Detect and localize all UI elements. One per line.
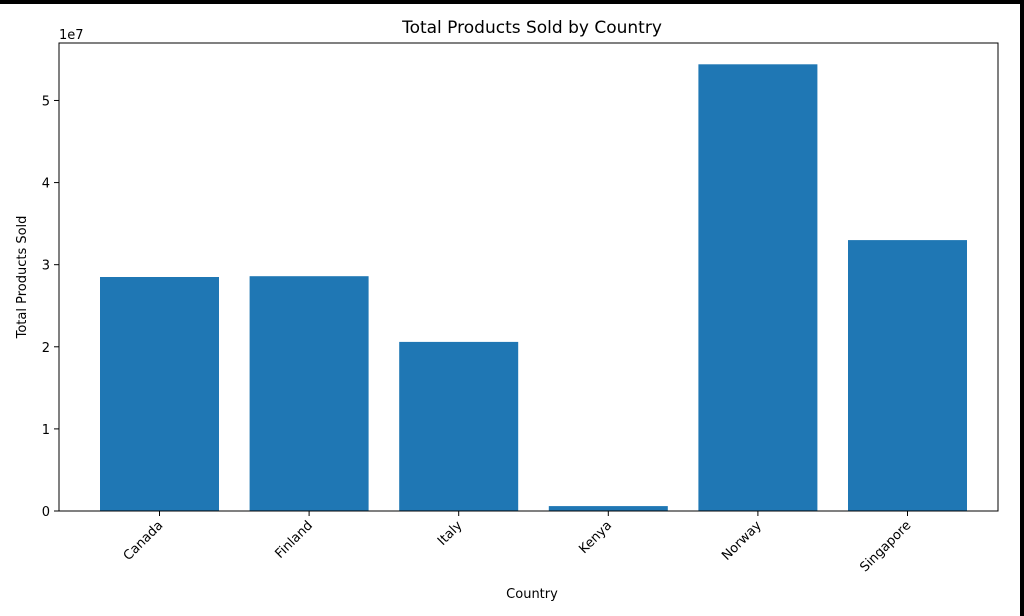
- bar-finland: [249, 276, 369, 511]
- x-tick-label-norway: Norway: [719, 518, 765, 564]
- x-axis-label: Country: [506, 587, 558, 602]
- y-tick-label: 3: [42, 259, 50, 274]
- x-tick-label-italy: Italy: [435, 518, 466, 549]
- bar-singapore: [848, 240, 967, 511]
- y-tick-label: 2: [42, 341, 50, 356]
- x-axis-ticks: Canada Finland Italy Kenya Norway Singapore: [121, 511, 914, 575]
- bar-norway: [698, 64, 818, 512]
- x-tick-label-canada: Canada: [121, 518, 167, 564]
- chart-title: Total Products Sold by Country: [401, 18, 662, 38]
- plot-frame: [58, 42, 999, 512]
- figure-canvas: Total Products Sold by Country 1e7 0 1 2 3 4…: [0, 4, 1020, 616]
- y-offset-label: 1e7: [59, 28, 84, 43]
- y-axis-ticks: 0 1 2 3 4 5: [42, 94, 59, 520]
- x-tick-label-singapore: Singapore: [857, 518, 914, 575]
- bar-chart: Total Products Sold by Country 1e7 0 1 2 3 4…: [15, 18, 999, 602]
- y-tick-label: 0: [42, 505, 50, 520]
- y-axis-label: Total Products Sold: [15, 216, 30, 340]
- bar-italy: [399, 341, 519, 511]
- y-tick-label: 1: [42, 423, 50, 438]
- bar-kenya: [548, 506, 668, 511]
- x-tick-label-kenya: Kenya: [576, 518, 615, 557]
- bar-canada: [100, 277, 219, 511]
- x-tick-label-finland: Finland: [272, 518, 315, 561]
- y-tick-label: 5: [42, 94, 50, 109]
- bars-group: [100, 64, 967, 512]
- y-tick-label: 4: [42, 177, 50, 192]
